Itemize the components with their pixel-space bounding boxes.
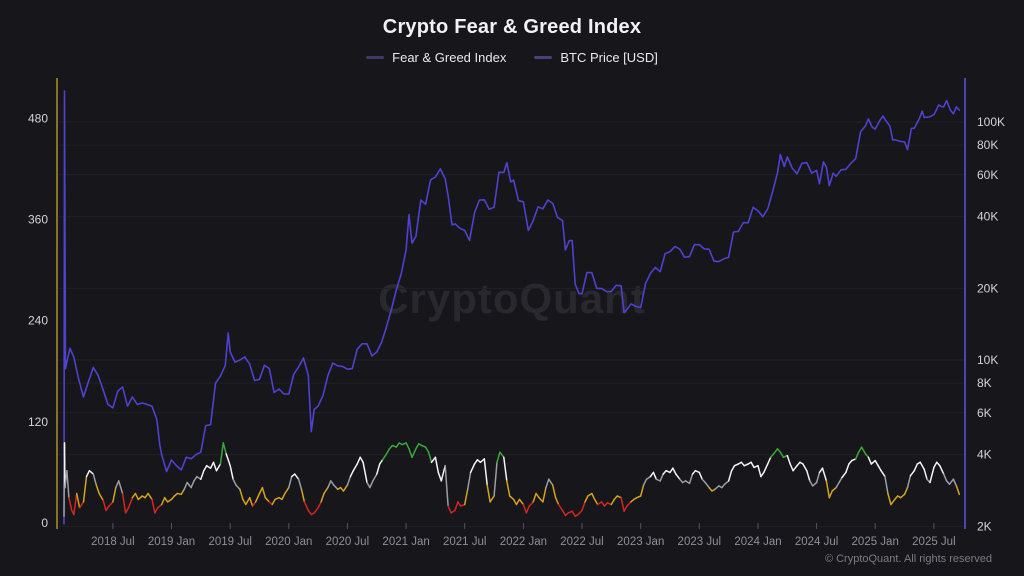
svg-text:2021 Jan: 2021 Jan [382,536,429,548]
svg-text:100K: 100K [977,115,1005,129]
svg-text:10K: 10K [977,353,998,367]
svg-text:2K: 2K [977,519,992,533]
svg-text:2023 Jul: 2023 Jul [678,536,721,548]
svg-text:2019 Jul: 2019 Jul [208,536,251,548]
gridlines [57,121,965,527]
btc-price-line [63,90,961,525]
right-axis: 100K 80K 60K 40K 20K 10K 8K 6K 4K 2K [964,78,1005,533]
svg-text:2024 Jul: 2024 Jul [795,536,838,548]
svg-text:360: 360 [28,213,48,227]
legend-item-btc-price[interactable]: BTC Price [USD] [534,50,658,65]
svg-text:240: 240 [28,314,48,328]
svg-text:2024 Jan: 2024 Jan [734,536,781,548]
svg-text:6K: 6K [977,406,992,420]
svg-text:2023 Jan: 2023 Jan [617,536,664,548]
page-title: Crypto Fear & Greed Index [382,16,642,38]
svg-text:60K: 60K [977,168,998,182]
legend-swatch-btc-price-icon [534,56,553,59]
svg-text:2019 Jan: 2019 Jan [148,536,195,548]
left-axis: 0 120 240 360 480 [28,78,58,530]
svg-text:120: 120 [28,415,48,429]
svg-text:2025 Jul: 2025 Jul [912,536,955,548]
svg-text:40K: 40K [977,210,998,224]
legend-swatch-fear-greed-icon [366,56,385,59]
svg-text:480: 480 [28,111,48,125]
legend: Fear & Greed Index BTC Price [USD] [0,50,1024,65]
copyright-text: © CryptoQuant. All rights reserved [824,553,992,565]
svg-text:20K: 20K [977,281,998,295]
svg-text:2022 Jul: 2022 Jul [560,536,603,548]
svg-text:80K: 80K [977,138,998,152]
x-axis: 2018 Jul 2019 Jan 2019 Jul 2020 Jan 2020 Jul… [91,523,956,548]
svg-text:2018 Jul: 2018 Jul [91,536,134,548]
legend-label-btc-price: BTC Price [USD] [560,50,658,65]
svg-text:2025 Jan: 2025 Jan [852,536,899,548]
legend-item-fear-greed-index[interactable]: Fear & Greed Index [366,50,506,65]
legend-label-fear-greed: Fear & Greed Index [392,50,507,65]
svg-text:8K: 8K [977,376,992,390]
svg-text:2020 Jul: 2020 Jul [326,536,369,548]
svg-text:2021 Jul: 2021 Jul [443,536,486,548]
svg-text:2022 Jan: 2022 Jan [500,536,547,548]
svg-text:0: 0 [41,516,48,530]
svg-text:2020 Jan: 2020 Jan [265,536,312,548]
svg-text:4K: 4K [977,448,992,462]
cryptoquant-watermark: CryptoQuant [378,275,646,322]
fear-greed-line [63,442,961,518]
